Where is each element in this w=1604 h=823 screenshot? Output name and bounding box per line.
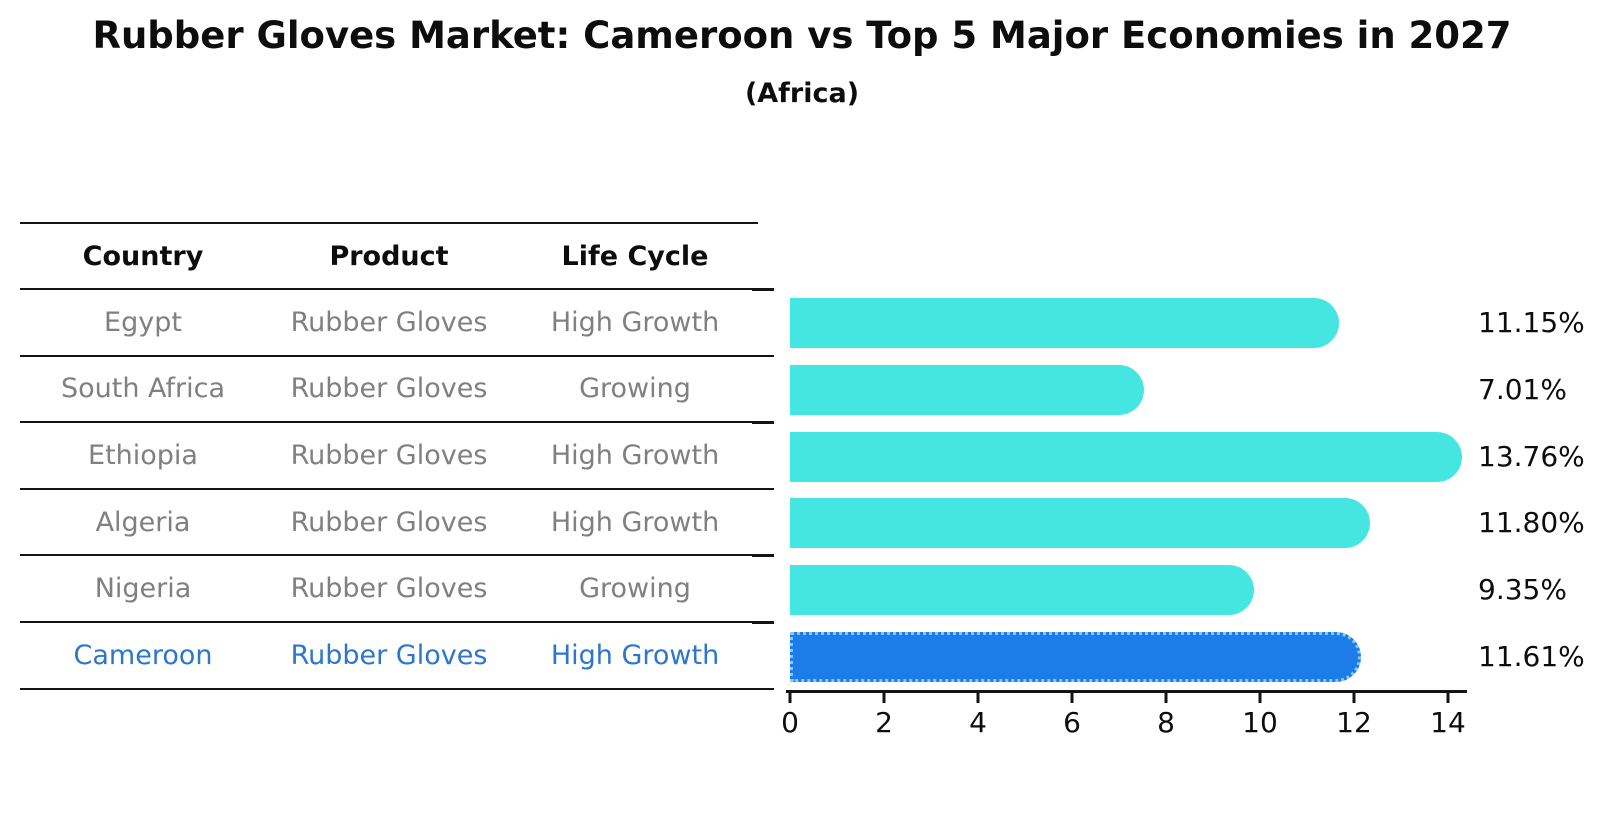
table-row: Algeria Rubber Gloves High Growth xyxy=(20,490,758,557)
x-axis-tick-label: 2 xyxy=(875,706,893,739)
table-row: Egypt Rubber Gloves High Growth xyxy=(20,290,758,357)
table-row: Ethiopia Rubber Gloves High Growth xyxy=(20,423,758,490)
country-cell: South Africa xyxy=(60,373,226,405)
x-axis-tick xyxy=(882,693,886,703)
x-axis-tick-label: 12 xyxy=(1336,706,1372,739)
y-axis-tick xyxy=(752,554,774,557)
y-axis-tick xyxy=(752,288,774,291)
country-cell: Ethiopia xyxy=(88,439,198,471)
chart-subtitle: (Africa) xyxy=(744,78,860,109)
x-axis-tick-label: 0 xyxy=(781,706,799,739)
life-cycle-cell: High Growth xyxy=(550,306,720,338)
x-axis-tick xyxy=(976,693,980,703)
product-cell: Rubber Gloves xyxy=(290,439,488,471)
product-cell: Rubber Gloves xyxy=(290,306,488,338)
y-axis-tick xyxy=(752,421,774,424)
x-axis-tick-label: 6 xyxy=(1063,706,1081,739)
table-row-highlighted: Cameroon Rubber Gloves High Growth xyxy=(20,623,758,690)
chart-title: Rubber Gloves Market: Cameroon vs Top 5 … xyxy=(92,14,1512,57)
value-label: 11.15% xyxy=(1478,306,1585,339)
life-cycle-cell: High Growth xyxy=(550,439,720,471)
value-label: 13.76% xyxy=(1478,440,1585,473)
bar-algeria xyxy=(790,498,1370,548)
country-cell: Nigeria xyxy=(94,573,192,605)
life-cycle-cell: High Growth xyxy=(550,506,720,538)
value-label: 7.01% xyxy=(1478,373,1567,406)
x-axis-tick xyxy=(1446,693,1450,703)
bar-egypt xyxy=(790,298,1340,348)
product-cell: Rubber Gloves xyxy=(290,573,488,605)
product-cell: Rubber Gloves xyxy=(290,639,488,671)
bar-south-africa xyxy=(790,365,1145,415)
value-label: 11.61% xyxy=(1478,640,1585,673)
y-axis-tick xyxy=(752,621,774,624)
product-cell: Rubber Gloves xyxy=(290,506,488,538)
bar-cameroon-highlighted xyxy=(790,632,1361,682)
x-axis-line xyxy=(786,690,1467,693)
x-axis-tick-label: 10 xyxy=(1242,706,1278,739)
country-cell: Algeria xyxy=(95,506,191,538)
column-header-product: Product xyxy=(329,240,449,272)
life-cycle-cell: Growing xyxy=(579,573,691,605)
x-axis-tick xyxy=(1070,693,1074,703)
y-axis-tick xyxy=(752,487,774,491)
x-axis-tick-label: 8 xyxy=(1157,706,1175,739)
bar-nigeria xyxy=(790,565,1255,615)
life-cycle-cell: High Growth xyxy=(550,639,720,671)
x-axis-tick xyxy=(788,693,792,703)
table-header-row: Country Product Life Cycle xyxy=(20,224,758,290)
column-header-life-cycle: Life Cycle xyxy=(561,240,709,272)
x-axis-tick-label: 14 xyxy=(1430,706,1466,739)
country-cell: Egypt xyxy=(104,306,182,338)
y-axis-tick xyxy=(752,354,774,358)
x-axis-tick-label: 4 xyxy=(969,706,987,739)
country-cell: Cameroon xyxy=(73,639,213,671)
column-header-country: Country xyxy=(82,240,204,272)
x-axis-tick xyxy=(1258,693,1262,703)
bar-chart xyxy=(790,290,1467,690)
bar-ethiopia xyxy=(790,432,1462,482)
value-label: 11.80% xyxy=(1478,506,1585,539)
economies-table: Country Product Life Cycle Egypt Rubber … xyxy=(20,222,758,690)
table-row: Nigeria Rubber Gloves Growing xyxy=(20,556,758,623)
value-label: 9.35% xyxy=(1478,573,1567,606)
table-row: South Africa Rubber Gloves Growing xyxy=(20,357,758,424)
x-axis-tick xyxy=(1352,693,1356,703)
product-cell: Rubber Gloves xyxy=(290,373,488,405)
life-cycle-cell: Growing xyxy=(579,373,691,405)
y-axis-tick xyxy=(752,687,774,691)
x-axis-tick xyxy=(1164,693,1168,703)
